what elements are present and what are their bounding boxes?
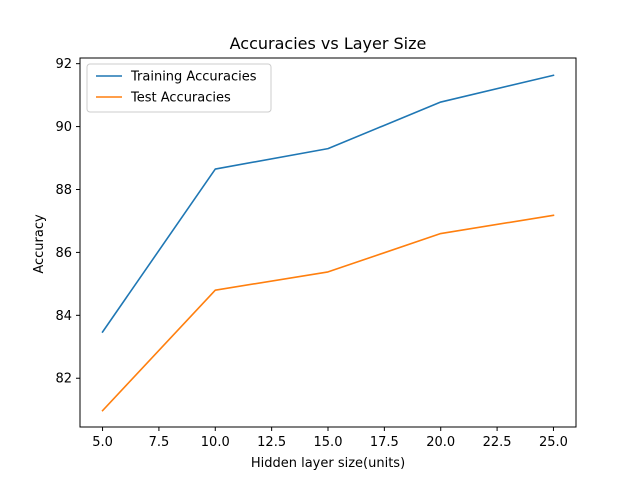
x-tick-label: 7.5 bbox=[149, 435, 170, 450]
x-tick-label: 12.5 bbox=[257, 435, 286, 450]
plot-area: 5.0 7.5 10.0 12.5 15.0 17.5 20.0 22.5 25.0 82 84 86… bbox=[55, 57, 577, 450]
legend-label-1: Training Accuracies bbox=[130, 70, 257, 85]
chart-title: Accuracies vs Layer Size bbox=[230, 34, 427, 53]
x-axis-label: Hidden layer size(units) bbox=[251, 456, 405, 471]
legend-box bbox=[86, 63, 272, 113]
y-tick-label: 82 bbox=[55, 372, 72, 387]
x-tick-label: 17.5 bbox=[370, 435, 399, 450]
y-tick-label: 88 bbox=[55, 183, 72, 198]
series-line-1 bbox=[101, 74, 555, 334]
x-tick-label: 10.0 bbox=[201, 435, 230, 450]
series-line-2 bbox=[101, 214, 555, 412]
legend: Training Accuracies Test Accuracies bbox=[86, 63, 272, 113]
y-tick-label: 84 bbox=[55, 309, 72, 324]
legend-label-2: Test Accuracies bbox=[130, 91, 231, 106]
y-tick-label: 86 bbox=[55, 246, 72, 261]
x-tick-label: 20.0 bbox=[426, 435, 455, 450]
y-tick-label: 90 bbox=[55, 120, 72, 135]
x-tick-label: 5.0 bbox=[92, 435, 113, 450]
y-axis-label: Accuracy bbox=[32, 214, 47, 274]
y-tick-label: 92 bbox=[55, 57, 72, 72]
x-tick-label: 25.0 bbox=[539, 435, 568, 450]
x-tick-label: 22.5 bbox=[483, 435, 512, 450]
x-tick-label: 15.0 bbox=[314, 435, 343, 450]
